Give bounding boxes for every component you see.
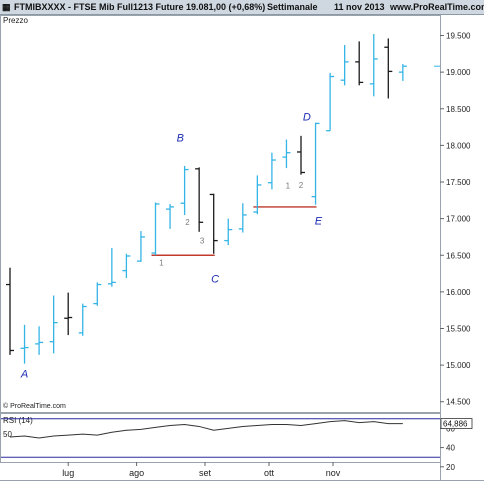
rsi-line	[9, 420, 403, 439]
count-label: 1	[286, 182, 291, 191]
price-axis-tick-label: 16.000	[446, 288, 471, 297]
x-axis-tick-label: nov	[326, 468, 341, 478]
symbol-title: FTMIBXXXX - FTSE Mib Full1213 Future	[14, 2, 184, 12]
chart-header: ▦ FTMIBXXXX - FTSE Mib Full1213 Future 1…	[0, 0, 484, 15]
rsi-value-label: 64,886	[443, 420, 468, 429]
price-axis-tick-label: 14.500	[446, 398, 471, 407]
count-label: 3	[200, 237, 205, 246]
wave-label: A	[20, 369, 28, 381]
price-panel-title: Prezzo	[3, 16, 28, 25]
x-axis-tick-label: ago	[129, 468, 144, 478]
x-axis-tick-label: set	[199, 468, 212, 478]
price-axis-tick-label: 18.000	[446, 141, 471, 150]
wave-label: B	[177, 133, 184, 145]
rsi-panel-frame	[0, 413, 441, 463]
rsi-left-tick: 50	[3, 430, 12, 439]
wave-label: D	[303, 111, 311, 123]
last-quote: 19.081,00 (+0,68%)	[186, 2, 266, 12]
date-label: 11 nov 2013	[334, 2, 385, 12]
rsi-value-box	[440, 418, 473, 429]
x-axis-tick-label: ott	[264, 468, 275, 478]
source-label: www.ProRealTime.com	[390, 2, 484, 12]
price-axis-tick-label: 17.500	[446, 178, 471, 187]
price-panel-frame	[0, 15, 441, 413]
period-label: Settimanale	[267, 2, 318, 12]
count-label: 2	[299, 181, 304, 190]
symbol-icon: ▦	[2, 2, 11, 12]
x-axis-tick-label: lug	[62, 468, 74, 478]
price-axis-tick-label: 16.500	[446, 251, 471, 260]
price-axis-tick-label: 15.000	[446, 361, 471, 370]
rsi-panel-title: RSI (14)	[3, 416, 33, 425]
price-axis-tick-label: 19.000	[446, 68, 471, 77]
price-axis-tick-label: 18.500	[446, 105, 471, 114]
price-panel-credit: © ProRealTime.com	[3, 403, 66, 410]
rsi-axis-tick-label: 20	[446, 463, 455, 472]
count-label: 1	[159, 259, 164, 268]
price-axis-tick-label: 17.000	[446, 215, 471, 224]
price-axis-tick-label: 19.500	[446, 32, 471, 41]
rsi-axis-tick-label: 40	[446, 444, 455, 453]
wave-label: E	[315, 215, 323, 227]
wave-label: C	[211, 273, 219, 285]
price-axis-tick-label: 15.500	[446, 324, 471, 333]
count-label: 2	[185, 218, 190, 227]
